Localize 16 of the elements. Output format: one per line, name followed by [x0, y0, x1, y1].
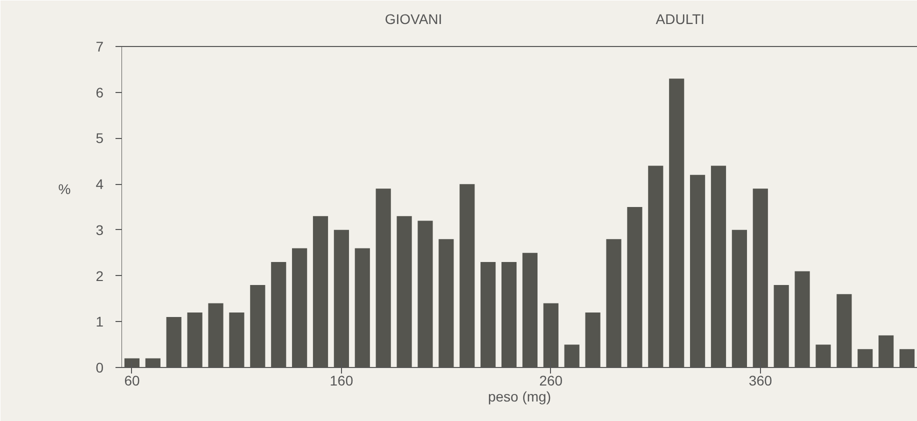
text: ADULTI: [656, 11, 705, 28]
x-axis-title: peso (mg): [488, 388, 552, 404]
x-tick-label: 160: [330, 372, 354, 388]
x-tick-label: 60: [124, 372, 140, 388]
y-tick-label: 4: [96, 176, 104, 192]
text: GIOVANI: [384, 11, 442, 28]
y-tick-label: 2: [96, 268, 104, 284]
y-tick-label: 1: [96, 314, 104, 330]
x-tick-label: 360: [748, 372, 772, 388]
y-tick-label: 5: [96, 130, 104, 146]
y-tick-label: 0: [96, 360, 104, 376]
y-axis-title: %: [58, 181, 71, 197]
x-tick-label: 260: [539, 372, 563, 388]
y-tick-label: 6: [96, 84, 104, 100]
y-tick-label: 7: [96, 38, 104, 54]
y-tick-label: 3: [96, 222, 104, 238]
